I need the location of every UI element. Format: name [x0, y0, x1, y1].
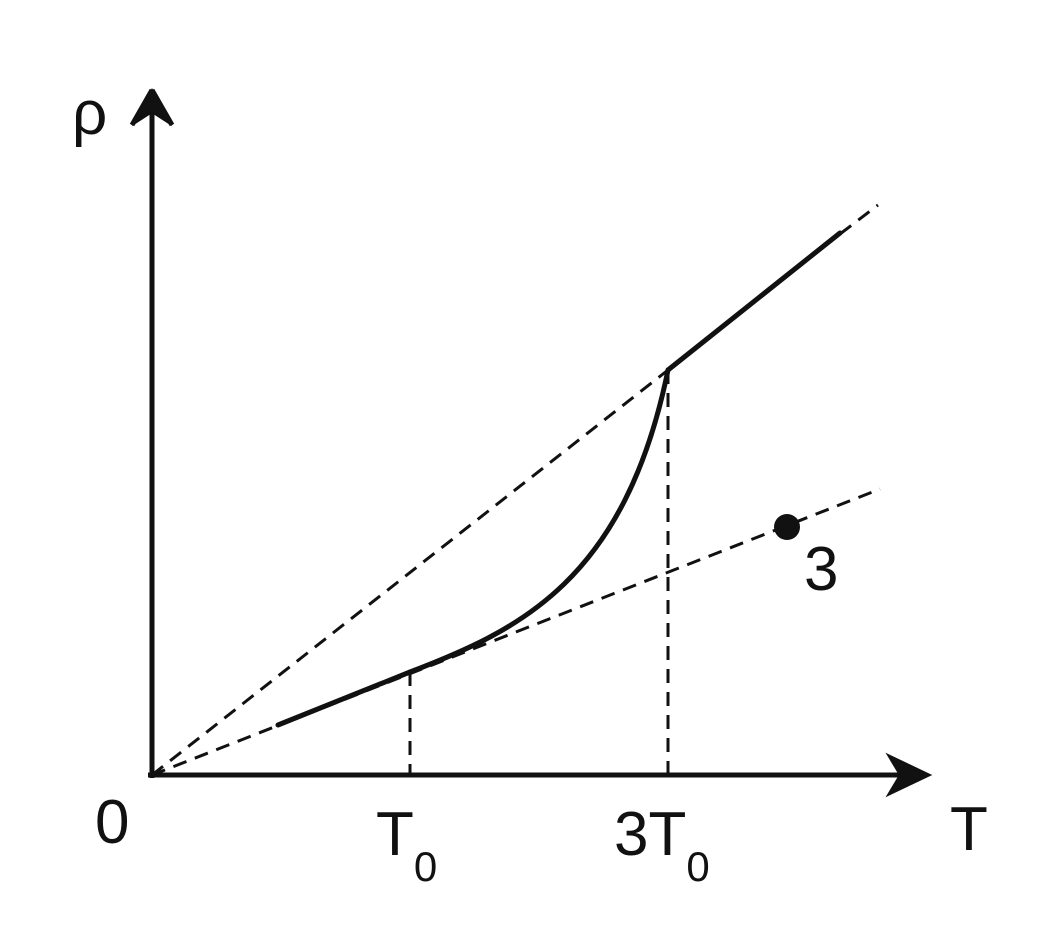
point-label: 3	[804, 535, 838, 604]
curve	[407, 367, 671, 675]
3t0-label: 3T0	[614, 800, 710, 890]
3t0-sub: 0	[686, 843, 709, 890]
lower-dashed-line	[151, 487, 881, 777]
solid-segment	[275, 669, 413, 728]
origin-label: 0	[95, 788, 129, 857]
point	[774, 514, 800, 540]
t0-label: T0	[376, 800, 437, 890]
t0-sub: 0	[414, 843, 437, 890]
x-axis-label: T	[950, 795, 988, 864]
x-arrow	[885, 752, 933, 798]
y-axis-label: ρ	[72, 79, 107, 148]
y-arrow-head	[131, 87, 173, 126]
t0-main: T	[376, 800, 414, 869]
dashed-extension	[839, 203, 879, 236]
3t0-main: 3T	[614, 800, 686, 869]
solid-upper-segment	[665, 230, 843, 373]
upper-dashed-line	[151, 368, 669, 777]
